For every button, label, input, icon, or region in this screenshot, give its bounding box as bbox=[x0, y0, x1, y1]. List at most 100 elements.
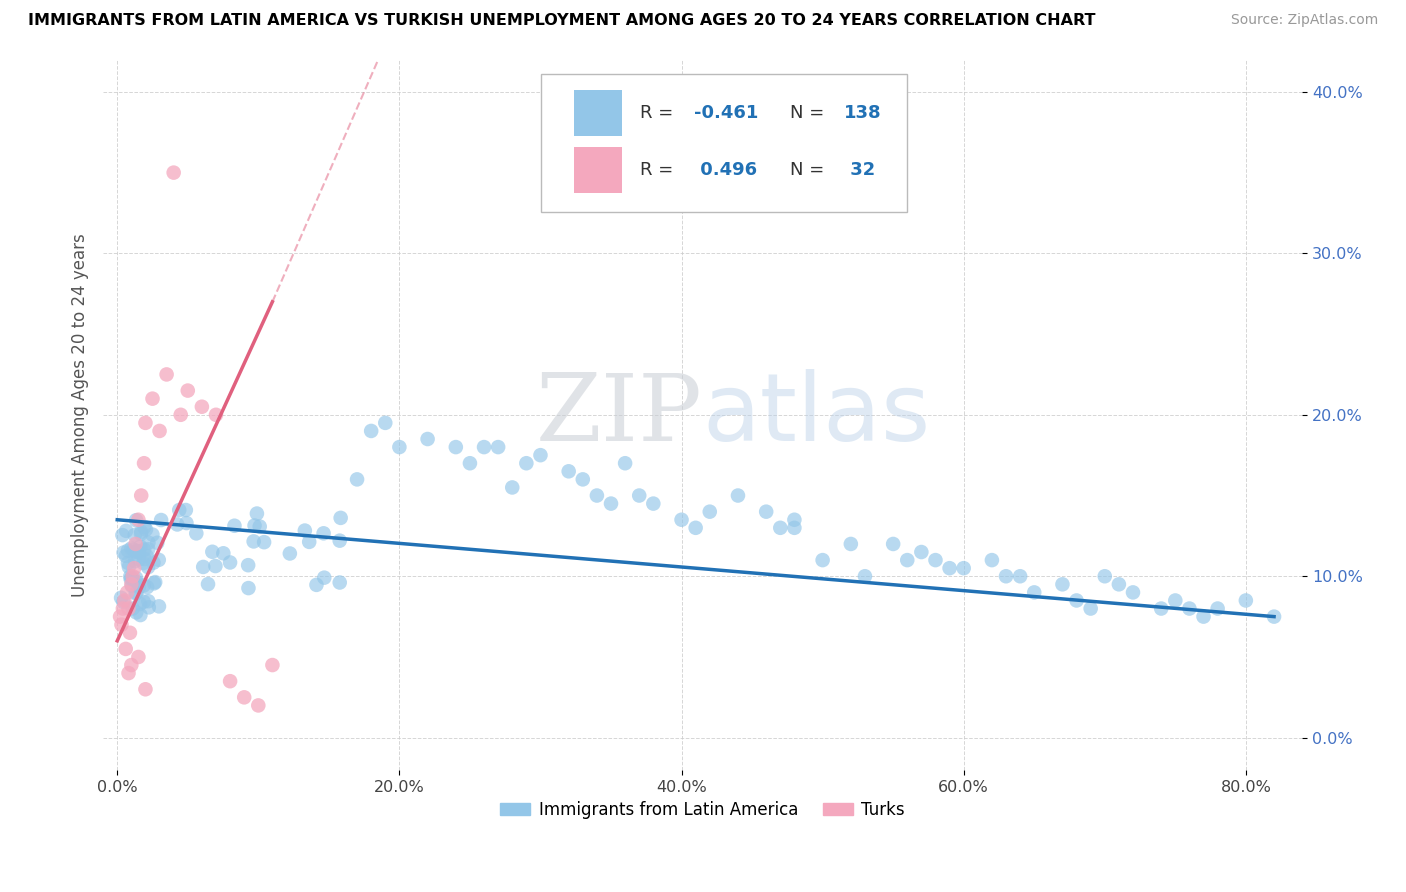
Point bbox=[138, 535, 160, 549]
Point bbox=[1052, 577, 1074, 591]
Point bbox=[201, 545, 224, 559]
Point bbox=[108, 609, 131, 624]
Point bbox=[148, 424, 170, 438]
Point bbox=[174, 503, 197, 517]
Point bbox=[600, 497, 623, 511]
Point bbox=[783, 521, 806, 535]
Point bbox=[839, 537, 862, 551]
Text: ZIP: ZIP bbox=[536, 370, 703, 459]
Point bbox=[132, 578, 155, 592]
Point bbox=[120, 577, 142, 591]
Point bbox=[938, 561, 960, 575]
Point bbox=[529, 448, 551, 462]
Point bbox=[111, 528, 134, 542]
Point bbox=[1066, 593, 1088, 607]
Point bbox=[121, 579, 143, 593]
Point bbox=[374, 416, 396, 430]
Point bbox=[1164, 593, 1187, 607]
Point bbox=[882, 537, 904, 551]
Point bbox=[138, 600, 160, 615]
Text: Source: ZipAtlas.com: Source: ZipAtlas.com bbox=[1230, 13, 1378, 28]
Point bbox=[170, 408, 193, 422]
Point bbox=[329, 575, 352, 590]
Point bbox=[124, 537, 146, 551]
Point bbox=[783, 513, 806, 527]
Point bbox=[305, 578, 328, 592]
Point bbox=[125, 513, 148, 527]
Point bbox=[136, 560, 159, 574]
Point bbox=[134, 542, 156, 557]
Point bbox=[501, 480, 523, 494]
Point bbox=[136, 542, 159, 557]
Text: 32: 32 bbox=[844, 161, 876, 178]
Point bbox=[117, 543, 139, 558]
Point bbox=[142, 556, 165, 570]
Point bbox=[112, 545, 135, 559]
Point bbox=[586, 489, 609, 503]
Point bbox=[127, 545, 149, 559]
Point bbox=[1108, 577, 1130, 591]
Point bbox=[298, 534, 321, 549]
Point bbox=[1263, 609, 1285, 624]
FancyBboxPatch shape bbox=[575, 90, 623, 136]
Point bbox=[1150, 601, 1173, 615]
Point bbox=[233, 690, 256, 705]
Point bbox=[129, 489, 152, 503]
Point bbox=[811, 553, 834, 567]
Point bbox=[312, 526, 335, 541]
Y-axis label: Unemployment Among Ages 20 to 24 years: Unemployment Among Ages 20 to 24 years bbox=[72, 233, 89, 597]
Point bbox=[242, 534, 264, 549]
Point bbox=[515, 456, 537, 470]
Point bbox=[117, 666, 139, 681]
Point bbox=[193, 560, 215, 574]
Point bbox=[238, 581, 260, 595]
Point bbox=[1122, 585, 1144, 599]
Point bbox=[148, 553, 170, 567]
Text: R =: R = bbox=[640, 103, 679, 122]
Point bbox=[1178, 601, 1201, 615]
Point bbox=[134, 682, 156, 697]
Point bbox=[253, 535, 276, 549]
Point bbox=[166, 517, 188, 532]
Point bbox=[314, 571, 336, 585]
Point bbox=[125, 545, 148, 559]
Point bbox=[614, 456, 637, 470]
Point bbox=[112, 593, 135, 607]
Point bbox=[924, 553, 946, 567]
Point bbox=[121, 571, 143, 585]
Point bbox=[143, 576, 166, 591]
FancyBboxPatch shape bbox=[575, 146, 623, 193]
Text: R =: R = bbox=[640, 161, 679, 178]
Text: -0.461: -0.461 bbox=[695, 103, 759, 122]
Point bbox=[125, 606, 148, 620]
Point bbox=[121, 601, 143, 615]
Point bbox=[132, 456, 155, 470]
Point bbox=[769, 521, 792, 535]
Point bbox=[143, 575, 166, 590]
Point bbox=[135, 549, 157, 563]
Point bbox=[134, 552, 156, 566]
Point bbox=[995, 569, 1018, 583]
Point bbox=[628, 489, 651, 503]
Point bbox=[125, 574, 148, 589]
Point bbox=[129, 526, 152, 541]
Point bbox=[1094, 569, 1116, 583]
Point bbox=[896, 553, 918, 567]
Text: 138: 138 bbox=[844, 103, 882, 122]
Point bbox=[134, 416, 156, 430]
Point bbox=[156, 368, 179, 382]
Point bbox=[120, 541, 142, 556]
Text: atlas: atlas bbox=[703, 368, 931, 461]
Point bbox=[1024, 585, 1046, 599]
Point bbox=[124, 586, 146, 600]
Point bbox=[1080, 601, 1102, 615]
Point bbox=[246, 507, 269, 521]
Point bbox=[444, 440, 467, 454]
Point bbox=[472, 440, 495, 454]
Point bbox=[262, 658, 284, 673]
Point bbox=[128, 552, 150, 566]
Point bbox=[114, 641, 136, 656]
Point bbox=[699, 505, 721, 519]
Point bbox=[125, 586, 148, 600]
Point bbox=[952, 561, 974, 575]
